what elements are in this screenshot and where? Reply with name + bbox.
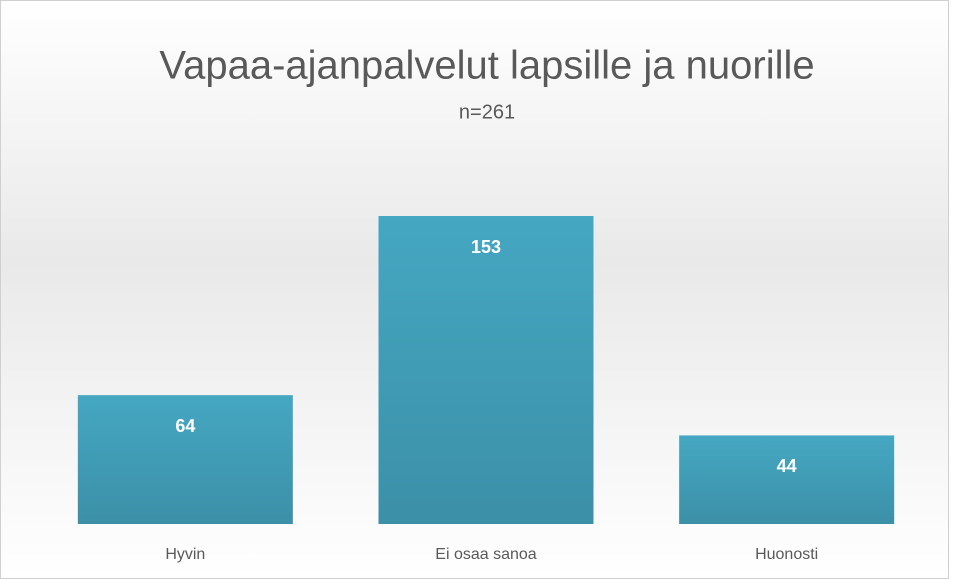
bar-shade (77, 395, 293, 524)
x-tick-label: Ei osaa sanoa (435, 546, 537, 563)
bar-shade (378, 216, 594, 524)
chart-subtitle: n=261 (459, 101, 515, 123)
bar-shade (679, 435, 895, 524)
data-label: 44 (777, 456, 797, 476)
chart-title: Vapaa-ajanpalvelut lapsille ja nuorille (159, 44, 814, 88)
data-label: 153 (471, 237, 501, 257)
data-label: 64 (175, 416, 195, 436)
x-tick-label: Huonosti (755, 546, 818, 563)
x-tick-label: Hyvin (165, 546, 205, 563)
